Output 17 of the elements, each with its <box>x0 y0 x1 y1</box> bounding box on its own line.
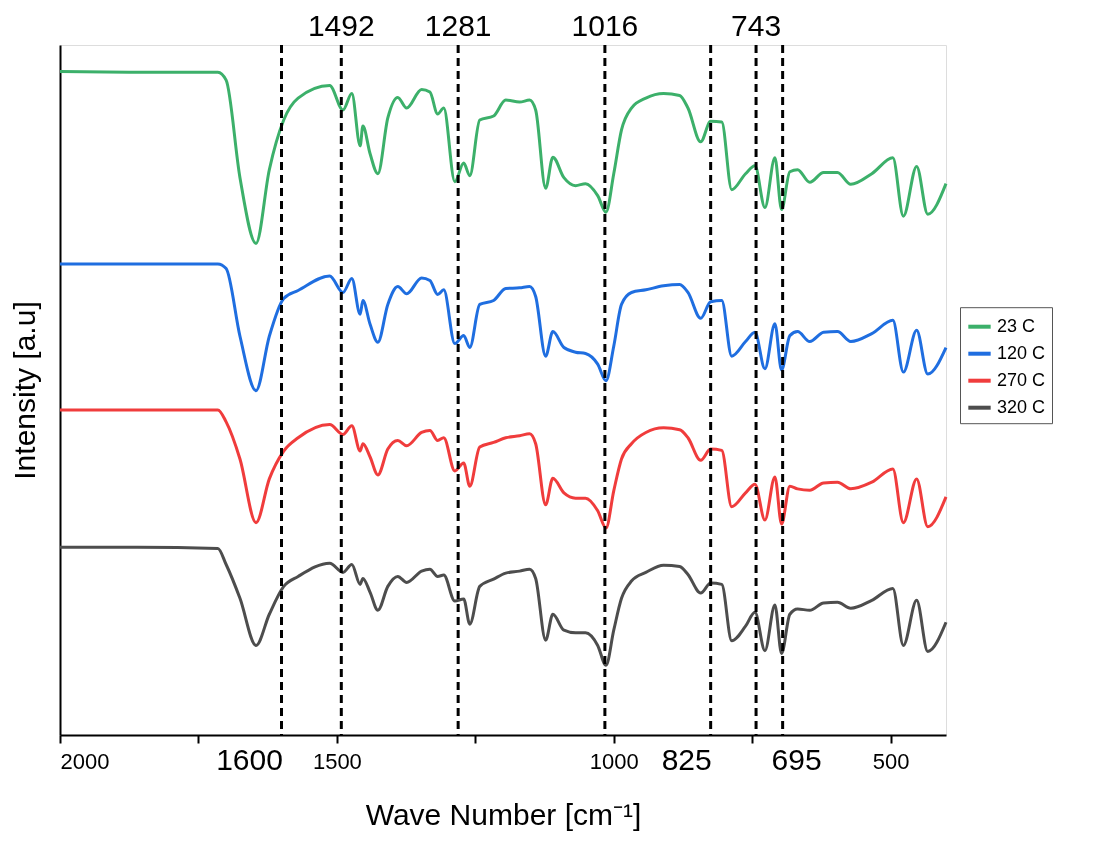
x-axis-title: Wave Number [cm⁻¹] <box>365 797 642 831</box>
ref-line-label: 743 <box>731 9 782 42</box>
ref-line-label: 825 <box>661 743 712 776</box>
legend-label: 270 C <box>997 369 1046 390</box>
legend-label: 23 C <box>997 315 1036 336</box>
ref-line-label: 695 <box>771 743 822 776</box>
ref-line-label: 1281 <box>424 9 492 42</box>
x-tick-label: 2000 <box>60 748 110 774</box>
y-axis-title: Intensity [a.u] <box>7 301 41 480</box>
legend-label: 120 C <box>997 342 1046 363</box>
ref-line-label: 1492 <box>307 9 375 42</box>
x-tick-label: 1000 <box>589 748 639 774</box>
x-tick-label: 1500 <box>312 748 362 774</box>
ref-line-label: 1600 <box>216 743 283 776</box>
x-tick-label: 500 <box>872 748 910 774</box>
legend-label: 320 C <box>997 396 1046 417</box>
ref-line-label: 1016 <box>571 9 639 42</box>
